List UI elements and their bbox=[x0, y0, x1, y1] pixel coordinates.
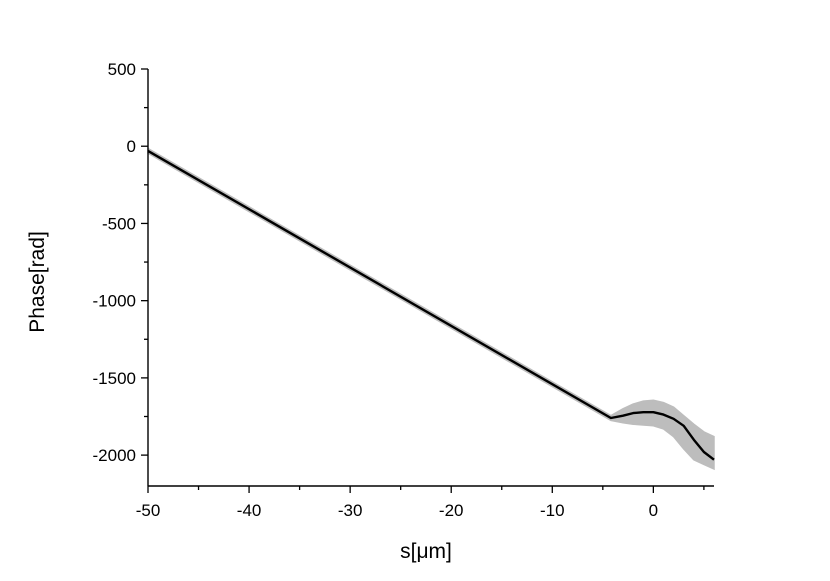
x-tick-label: -10 bbox=[540, 501, 565, 520]
y-tick-label: -2000 bbox=[93, 446, 136, 465]
x-tick-label: -30 bbox=[338, 501, 363, 520]
tick-labels: -50 -40 -30 -20 -10 0 500 0 -500 -1000 -1500 -2000 bbox=[93, 60, 659, 520]
y-tick-label: 500 bbox=[108, 60, 136, 79]
mean-line-layer bbox=[147, 149, 715, 461]
x-tick-label: -40 bbox=[237, 501, 262, 520]
mean-phase-line bbox=[147, 149, 715, 461]
y-tick-label: -500 bbox=[102, 214, 136, 233]
axes bbox=[141, 68, 714, 493]
x-axis-title: s[μm] bbox=[400, 540, 452, 563]
x-tick-label: -50 bbox=[136, 501, 161, 520]
spread-band bbox=[147, 147, 715, 471]
spread-band-layer bbox=[147, 147, 715, 471]
y-tick-label: -1500 bbox=[93, 369, 136, 388]
y-axis-title: Phase[rad] bbox=[26, 231, 49, 333]
y-tick-label: 0 bbox=[127, 137, 136, 156]
x-tick-label: -20 bbox=[439, 501, 464, 520]
x-tick-label: 0 bbox=[649, 501, 658, 520]
y-tick-label: -1000 bbox=[93, 292, 136, 311]
